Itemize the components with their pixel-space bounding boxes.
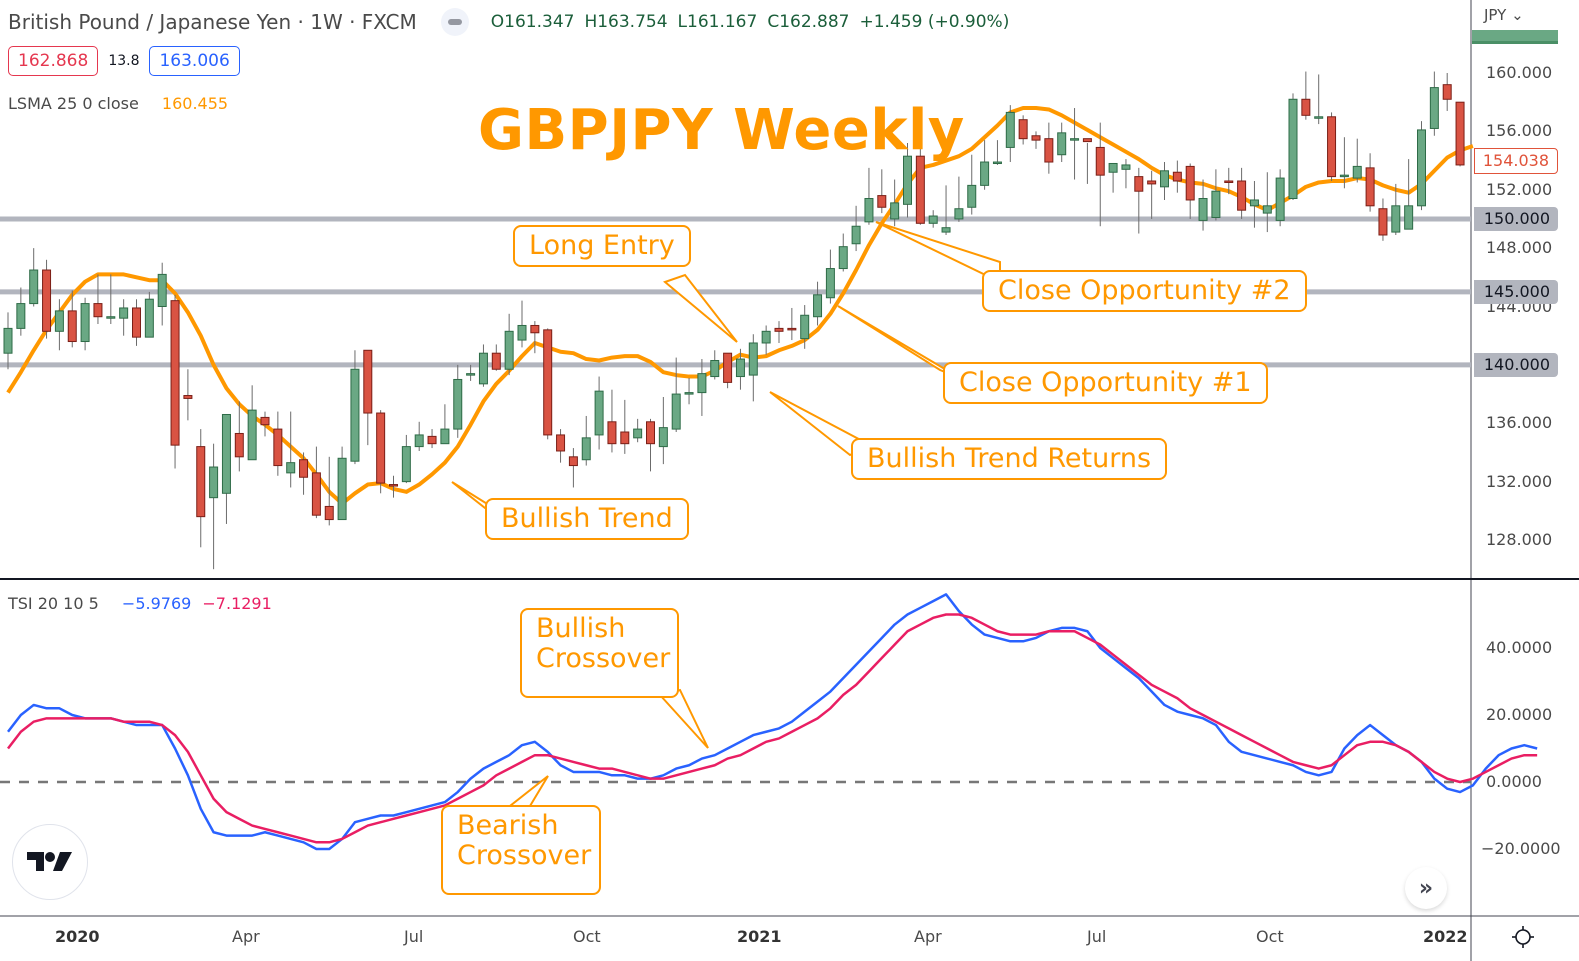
time-tick: 2021	[737, 927, 782, 946]
time-tick: 2022	[1423, 927, 1468, 946]
currency-dropdown[interactable]: JPY ⌄	[1484, 6, 1524, 24]
current-price-marker	[1472, 30, 1558, 44]
tsi-value-red: −7.1291	[202, 594, 272, 613]
double-chevron-right-icon: »	[1418, 875, 1434, 901]
ohlc-open: O161.347	[490, 12, 575, 32]
time-tick: Oct	[1256, 927, 1284, 946]
lsma-value: 160.455	[161, 94, 229, 113]
price-level-label: 150.000	[1474, 206, 1558, 231]
tsi-tick: 20.0000	[1486, 705, 1553, 724]
ohlc-high: H163.754	[584, 12, 668, 32]
price-level-label: 140.000	[1474, 352, 1558, 377]
ohlc-close: C162.887	[767, 12, 850, 32]
last-price-label: 154.038	[1474, 148, 1558, 174]
time-tick: Apr	[914, 927, 942, 946]
callout-bullish-crossover[interactable]: Bullish Crossover	[520, 608, 679, 698]
tsi-value-blue: −5.9769	[121, 594, 192, 613]
trade-buttons: 162.868 13.8 163.006	[8, 46, 240, 76]
tsi-tick: −20.0000	[1481, 839, 1561, 858]
buy-button[interactable]: 163.006	[149, 46, 240, 76]
time-tick: Jul	[1087, 927, 1107, 946]
time-tick: Apr	[232, 927, 260, 946]
lsma-label: LSMA 25 0 close	[8, 94, 139, 113]
tsi-label: TSI 20 10 5	[8, 594, 99, 613]
price-tick: 136.000	[1486, 413, 1553, 433]
candles	[3, 71, 1465, 570]
scroll-to-realtime-button[interactable]: »	[1405, 867, 1447, 909]
tsi-lines	[0, 593, 1538, 851]
symbol-title[interactable]: British Pound / Japanese Yen · 1W · FXCM	[8, 10, 417, 34]
callout-bearish-crossover[interactable]: Bearish Crossover	[441, 805, 601, 895]
tsi-legend[interactable]: TSI 20 10 5 −5.9769 −7.1291	[8, 594, 272, 613]
price-tick: 156.000	[1486, 121, 1553, 141]
lsma-legend[interactable]: LSMA 25 0 close 160.455	[8, 94, 228, 113]
sell-button[interactable]: 162.868	[8, 46, 99, 76]
callout-close-opportunity-2[interactable]: Close Opportunity #2	[982, 270, 1307, 312]
tsi-tick: 0.0000	[1486, 772, 1542, 791]
minus-icon	[447, 19, 462, 25]
tradingview-logo[interactable]	[12, 824, 88, 900]
tsi-tick: 40.0000	[1486, 638, 1553, 657]
time-tick: Jul	[404, 927, 424, 946]
chart-annotation-title[interactable]: GBPJPY Weekly	[478, 98, 965, 163]
price-tick: 160.000	[1486, 63, 1553, 82]
ohlc-low: L161.167	[677, 12, 758, 32]
callout-bullish-trend[interactable]: Bullish Trend	[485, 498, 689, 540]
price-tick: 152.000	[1486, 179, 1553, 199]
callout-close-opportunity-1[interactable]: Close Opportunity #1	[943, 362, 1268, 404]
price-tick: 148.000	[1486, 238, 1553, 258]
symbol-legend: British Pound / Japanese Yen · 1W · FXCM…	[8, 8, 1009, 36]
time-tick: 2020	[55, 927, 100, 946]
spread-value: 13.8	[108, 53, 140, 69]
price-tick: 132.000	[1486, 471, 1553, 491]
collapse-legend-button[interactable]	[440, 8, 469, 36]
settings-gear-icon[interactable]	[1510, 924, 1536, 950]
ohlc-change: +1.459 (+0.90%)	[859, 12, 1010, 32]
time-tick: Oct	[573, 927, 601, 946]
callout-long-entry[interactable]: Long Entry	[513, 225, 691, 267]
price-level-label: 145.000	[1474, 279, 1558, 304]
callout-bullish-trend-returns[interactable]: Bullish Trend Returns	[851, 438, 1168, 480]
tradingview-logo-icon	[27, 852, 72, 871]
price-tick: 128.000	[1486, 530, 1553, 549]
